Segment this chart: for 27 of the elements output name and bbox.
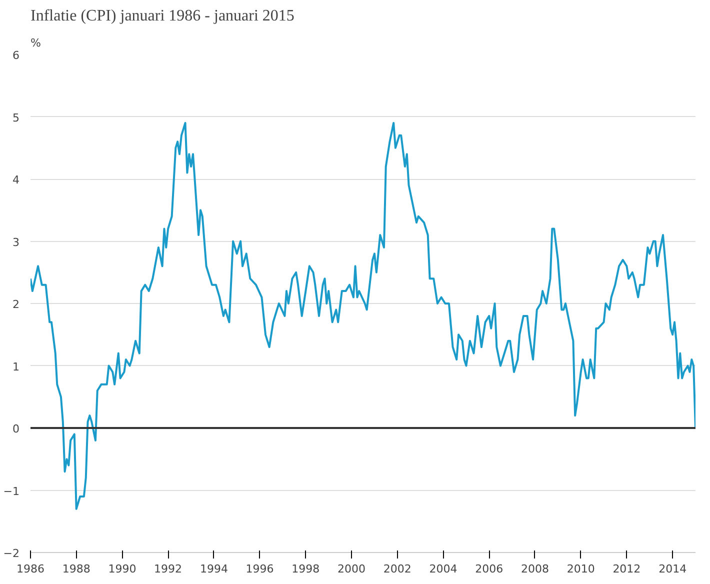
y-axis-title: % (30, 36, 41, 50)
line-series (30, 122, 696, 510)
x-tick-label: 1988 (62, 562, 90, 576)
y-tick-label: 4 (12, 174, 20, 186)
x-tick-label: 2014 (658, 562, 687, 576)
chart-title: Inflatie (CPI) januari 1986 - januari 2015 (30, 8, 294, 24)
y-tick-label: 3 (12, 236, 20, 249)
y-tick-label: −1 (3, 484, 20, 498)
x-tick-label: 2008 (520, 562, 549, 576)
y-tick-label: −2 (3, 547, 20, 560)
y-tick-label: 0 (12, 422, 20, 436)
x-tick-label: 1998 (292, 562, 320, 576)
x-tick-label: 2002 (383, 562, 412, 576)
y-tick-label: 2 (12, 298, 20, 311)
x-tick-label: 2004 (429, 562, 458, 576)
x-tick-label: 2010 (566, 562, 595, 576)
x-tick-label: 1990 (108, 562, 136, 576)
y-tick-label: 6 (12, 49, 20, 62)
y-tick-label: 1 (12, 360, 20, 374)
x-tick-label: 1996 (246, 562, 274, 576)
x-tick-label: 2000 (338, 562, 366, 576)
y-tick-label: 5 (12, 111, 20, 124)
x-tick-label: 1994 (200, 562, 228, 576)
x-tick-label: 1986 (16, 562, 45, 576)
x-tick-label: 2006 (475, 562, 504, 576)
x-tick-label: 1992 (154, 562, 182, 576)
x-tick-label: 2012 (612, 562, 641, 576)
